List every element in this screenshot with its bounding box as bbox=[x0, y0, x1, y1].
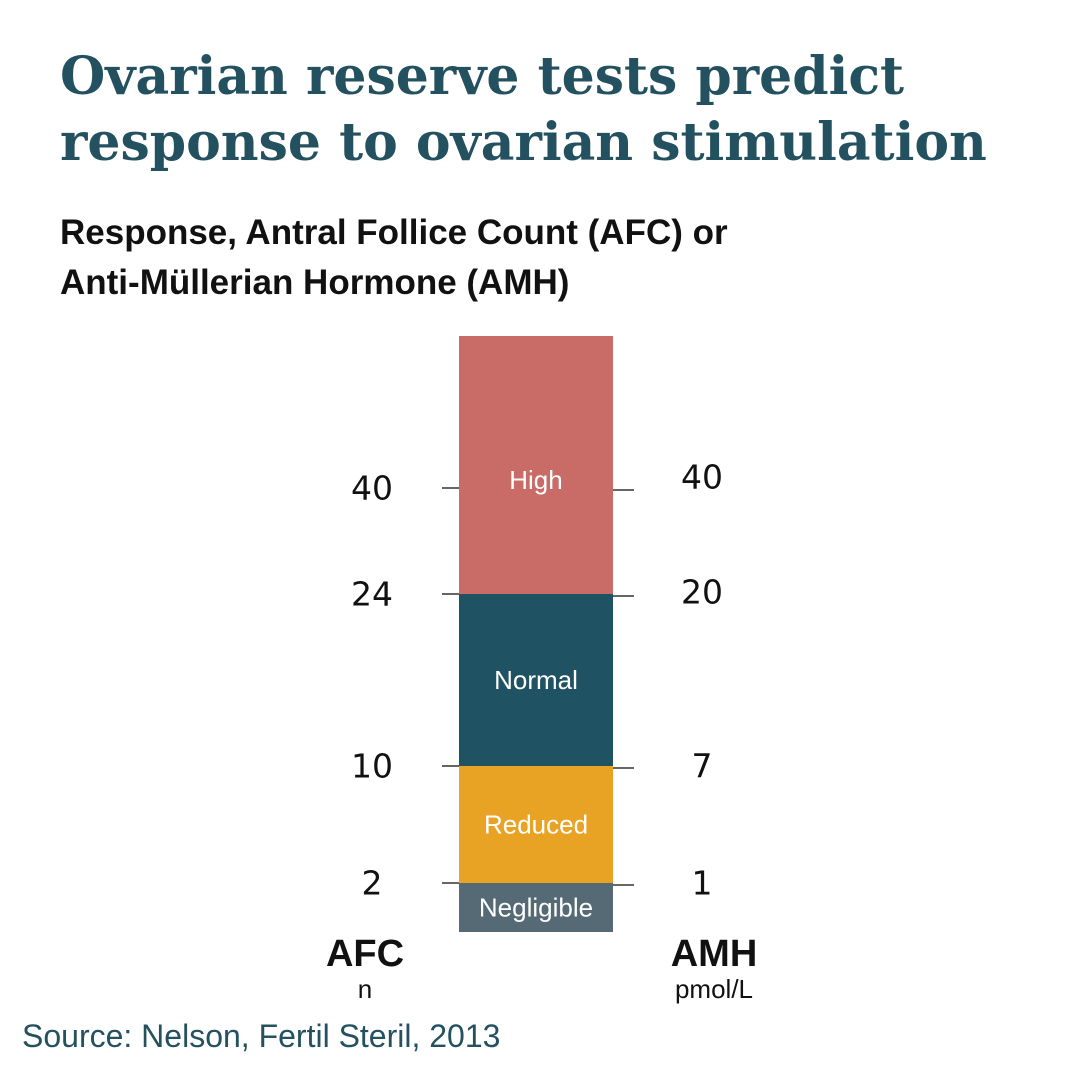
title-line-2: response to ovarian stimulation bbox=[60, 112, 987, 173]
source-note: Source: Nelson, Fertil Steril, 2013 bbox=[22, 1018, 501, 1054]
afc-axis-unit: n bbox=[358, 974, 372, 1004]
subtitle-line-1: Response, Antral Follice Count (AFC) or bbox=[60, 213, 728, 252]
amh-tick-label-20: 20 bbox=[681, 573, 723, 612]
response-segments bbox=[459, 336, 613, 932]
afc-axis-name: AFC bbox=[326, 933, 404, 975]
amh-axis-unit: pmol/L bbox=[675, 974, 753, 1004]
title-line-1: Ovarian reserve tests predict bbox=[60, 46, 905, 107]
amh-axis-name: AMH bbox=[671, 933, 758, 975]
segment-label-normal: Normal bbox=[494, 665, 578, 695]
afc-tick-label-24: 24 bbox=[351, 575, 393, 614]
segment-normal bbox=[459, 594, 613, 766]
segment-reduced bbox=[459, 766, 613, 883]
amh-tick-label-7: 7 bbox=[692, 747, 713, 786]
amh-tick-label-40: 40 bbox=[681, 458, 723, 497]
segment-negligible bbox=[459, 883, 613, 932]
axis-ticks bbox=[442, 487, 634, 886]
segment-high bbox=[459, 336, 613, 594]
afc-tick-label-40: 40 bbox=[351, 469, 393, 508]
segment-labels: Negligible Reduced Normal High bbox=[479, 465, 593, 923]
chart-title: Ovarian reserve tests predict response t… bbox=[60, 44, 1060, 176]
subtitle-line-2: Anti-Müllerian Hormone (AMH) bbox=[60, 263, 570, 302]
segment-label-negligible: Negligible bbox=[479, 893, 593, 923]
amh-tick-label-1: 1 bbox=[692, 864, 713, 903]
afc-tick-label-10: 10 bbox=[351, 747, 393, 786]
chart-subtitle: Response, Antral Follice Count (AFC) or … bbox=[60, 208, 1020, 308]
segment-label-reduced: Reduced bbox=[484, 810, 588, 840]
segment-label-high: High bbox=[509, 465, 562, 495]
afc-tick-label-2: 2 bbox=[362, 864, 383, 903]
tick-labels: 2 10 24 40 1 7 20 40 bbox=[351, 458, 723, 903]
